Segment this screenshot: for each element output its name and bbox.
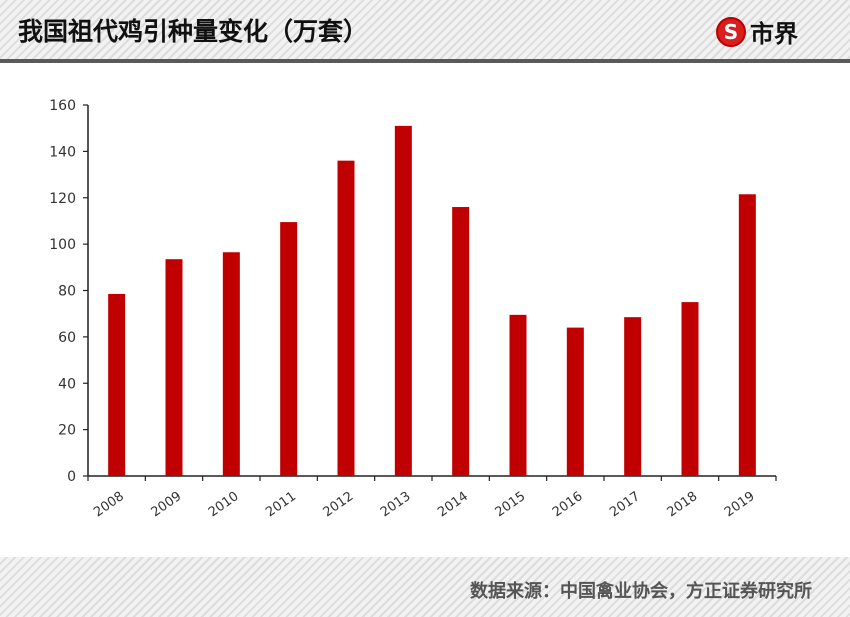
bar-2018 <box>681 302 699 476</box>
y-tick-label: 20 <box>58 423 76 439</box>
bars <box>108 125 756 477</box>
x-tick-label: 2010 <box>206 489 242 520</box>
x-tick-label: 2009 <box>149 489 185 520</box>
bar-2017 <box>624 317 642 476</box>
bar-2013 <box>394 125 412 477</box>
x-tick-label: 2018 <box>665 489 701 520</box>
logo: S 市界 <box>716 14 798 49</box>
x-tick-label: 2012 <box>321 489 357 520</box>
y-tick-label: 140 <box>49 144 76 160</box>
bar-2008 <box>108 293 126 476</box>
bar-2009 <box>165 259 183 476</box>
y-tick-label: 120 <box>49 191 76 207</box>
bar-2012 <box>337 160 355 476</box>
s-circle-logo-icon: S <box>716 16 746 47</box>
page-title: 我国祖代鸡引种量变化（万套） <box>18 17 369 46</box>
bar-2019 <box>738 194 756 476</box>
x-tick-label: 2017 <box>607 489 643 520</box>
footer: 数据来源：中国禽业协会，方正证券研究所 <box>0 557 850 617</box>
x-tick-label: 2019 <box>722 489 758 520</box>
y-tick-label: 40 <box>58 376 76 392</box>
x-tick-label: 2013 <box>378 489 414 520</box>
x-tick-label: 2014 <box>435 489 471 520</box>
x-tick-label: 2008 <box>91 489 127 520</box>
x-tick-label: 2015 <box>493 489 529 520</box>
header-divider <box>0 59 850 63</box>
x-tick-label: 2011 <box>263 489 299 520</box>
header: 我国祖代鸡引种量变化（万套） S 市界 <box>0 0 850 59</box>
x-tick-label: 2016 <box>550 489 586 520</box>
y-axis: 0 20 40 60 80 100 120 140 160 <box>49 98 89 485</box>
x-axis: 2008 2009 2010 2011 2012 2013 2014 2015 2016 2017… <box>87 475 777 520</box>
y-tick-label: 160 <box>49 98 76 114</box>
y-tick-label: 0 <box>67 469 76 485</box>
y-tick-label: 60 <box>58 330 76 346</box>
bar-2014 <box>452 207 470 476</box>
source-note: 数据来源：中国禽业协会，方正证券研究所 <box>470 581 812 602</box>
bar-2011 <box>280 222 298 476</box>
y-tick-label: 80 <box>58 284 76 300</box>
bar-2016 <box>566 327 584 476</box>
bar-2015 <box>509 314 527 476</box>
logo-text: 市界 <box>750 20 798 48</box>
bar-2010 <box>222 252 240 476</box>
y-tick-label: 100 <box>49 237 76 253</box>
